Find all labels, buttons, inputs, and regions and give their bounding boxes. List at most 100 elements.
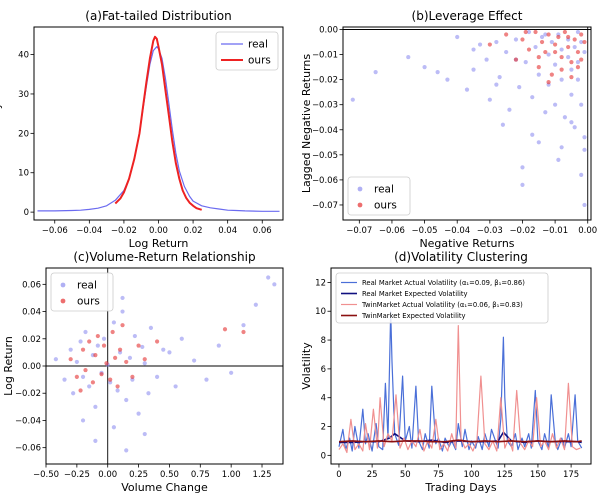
data-point-real xyxy=(80,418,86,423)
y-tick-label: 20 xyxy=(18,129,29,139)
x-axis-label: Negative Returns xyxy=(419,237,514,250)
data-point-ours xyxy=(222,327,228,332)
plot-frame xyxy=(330,267,592,465)
chart-title: (c)Volume-Return Relationship xyxy=(73,250,255,264)
data-point-real xyxy=(559,47,564,52)
y-axis-label: Log Return xyxy=(2,336,15,396)
data-point-real xyxy=(373,70,378,75)
data-point-ours xyxy=(569,59,574,65)
data-point-real xyxy=(566,54,571,60)
x-tick-label: 0.04 xyxy=(218,226,237,236)
data-point-real xyxy=(62,377,67,382)
data-point-real xyxy=(543,110,548,115)
data-point-real xyxy=(520,165,525,170)
y-tick-label: −0.04 xyxy=(15,416,41,426)
data-point-real xyxy=(192,358,197,363)
legend-marker xyxy=(60,298,66,304)
legend-label: Real Market Actual Volatility (α₁=0.09, … xyxy=(362,279,525,287)
series-group xyxy=(338,310,583,454)
data-point-real xyxy=(530,132,535,137)
data-point-real xyxy=(471,47,476,52)
y-axis-label: Lagged Negative Returns xyxy=(300,54,313,193)
y-tick-label: 0 xyxy=(24,208,29,218)
data-point-real xyxy=(533,44,538,50)
x-tick-label: 0.00 xyxy=(149,226,168,236)
data-point-ours xyxy=(553,42,558,47)
data-point-real xyxy=(93,404,98,409)
data-point-real xyxy=(93,438,98,443)
y-tick-label: 30 xyxy=(18,90,29,100)
legend-marker xyxy=(357,186,363,192)
data-point-ours xyxy=(520,37,525,42)
x-tick-label: −0.03 xyxy=(477,226,503,236)
chart-panel-2: −0.07 −0.06 −0.05 −0.04 −0.03 −0.02 −0.01 0.00 0… xyxy=(300,9,597,250)
data-point-ours xyxy=(101,343,107,348)
data-point-real xyxy=(553,102,558,107)
data-point-real xyxy=(445,77,450,82)
data-point-real xyxy=(553,62,558,67)
data-point-ours xyxy=(579,57,584,62)
data-point-real xyxy=(229,370,234,375)
data-point-real xyxy=(111,320,116,325)
data-point-real xyxy=(536,72,541,77)
data-point-real xyxy=(569,92,574,97)
data-point-real xyxy=(562,115,567,120)
x-tick-label: 150 xyxy=(530,470,546,480)
data-point-ours xyxy=(117,347,123,352)
data-point-real xyxy=(546,52,551,57)
y-tick-label: −0.05 xyxy=(312,151,338,161)
data-point-ours xyxy=(575,49,581,55)
y-tick-label: 8 xyxy=(321,336,326,346)
data-point-real xyxy=(204,377,209,382)
series-group xyxy=(53,275,277,453)
x-tick-label: 25 xyxy=(367,470,378,480)
data-point-real xyxy=(484,57,489,62)
data-point-real xyxy=(572,44,577,50)
data-point-real xyxy=(253,302,258,307)
series-line-4 xyxy=(338,439,582,443)
data-point-ours xyxy=(87,339,92,344)
x-tick-label: 0.75 xyxy=(191,470,210,480)
data-point-ours xyxy=(93,353,98,358)
series-line-3 xyxy=(338,325,581,454)
data-point-real xyxy=(68,347,73,352)
data-point-real xyxy=(513,37,519,42)
data-point-ours xyxy=(553,49,558,55)
y-tick-label: −0.06 xyxy=(312,176,338,186)
data-point-real xyxy=(500,122,505,127)
data-point-ours xyxy=(559,54,564,60)
x-tick-label: −0.04 xyxy=(444,226,470,236)
y-axis-label: Volatility xyxy=(300,342,313,390)
x-tick-label: 1.00 xyxy=(222,470,241,480)
x-tick-label: 0 xyxy=(336,470,341,480)
chart-title: (d)Volatility Clustering xyxy=(394,250,528,264)
data-point-real xyxy=(435,70,440,75)
data-point-real xyxy=(530,95,535,100)
data-point-real xyxy=(582,135,587,140)
legend-label: real xyxy=(374,184,394,196)
data-point-real xyxy=(71,391,76,396)
x-tick-label: 0.02 xyxy=(184,226,203,236)
data-point-ours xyxy=(582,39,587,45)
data-point-ours xyxy=(95,333,100,339)
y-tick-label: −0.07 xyxy=(312,201,338,211)
legend-label: TwinMarket Actual Volatility (α₁=0.06, β… xyxy=(361,301,523,309)
data-point-ours xyxy=(546,32,551,37)
data-point-real xyxy=(101,336,107,341)
data-point-real xyxy=(579,102,584,107)
legend-box xyxy=(347,176,411,216)
data-point-real xyxy=(127,355,133,360)
chart-title: (b)Leverage Effect xyxy=(412,9,523,23)
data-point-real xyxy=(350,97,355,102)
chart-panel-3: −0.50 −0.25 0.00 0.25 0.50 0.75 1.00 1.25 −0.06 −… xyxy=(2,250,284,494)
data-point-real xyxy=(136,411,141,416)
data-point-ours xyxy=(130,374,135,379)
series-line-2 xyxy=(114,35,202,211)
data-point-real xyxy=(140,344,145,350)
data-point-real xyxy=(517,85,522,90)
data-point-real xyxy=(579,172,584,177)
data-point-ours xyxy=(90,380,96,385)
data-point-ours xyxy=(536,54,541,60)
y-axis-label: Density xyxy=(0,102,3,144)
